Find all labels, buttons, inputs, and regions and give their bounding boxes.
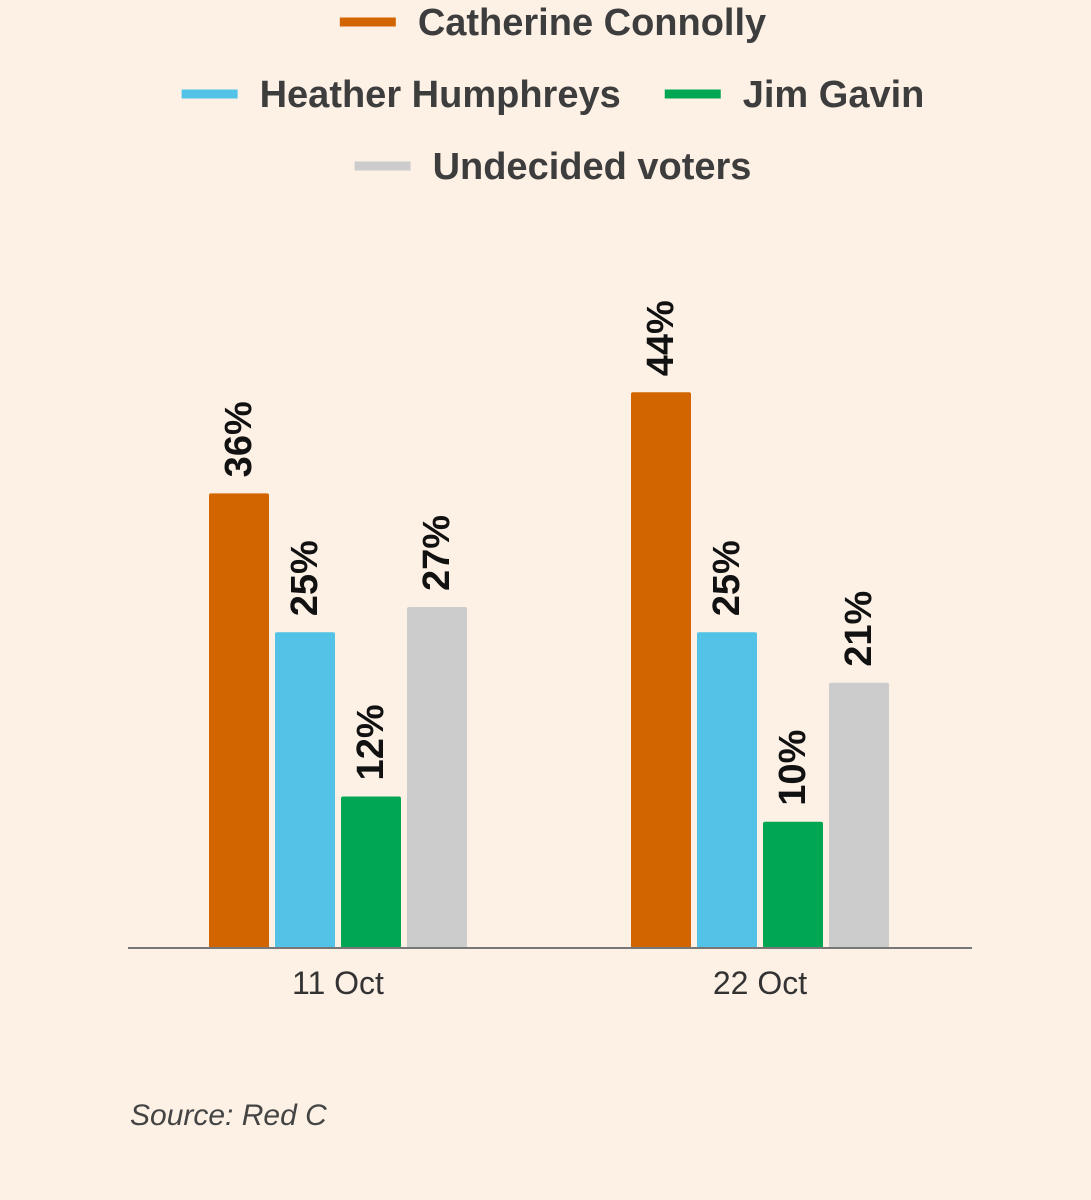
data-label-jim-gavin-11-oct: 12% (350, 704, 392, 780)
bar-undecided-voters-11-oct (407, 606, 467, 948)
legend-label-heather-humphreys: Heather Humphreys (260, 74, 621, 116)
legend-swatch-catherine-connolly (339, 17, 396, 27)
data-label-catherine-connolly-11-oct: 36% (218, 401, 260, 477)
bars-group: 36% 25% 12% 27% 44% 25% 10% 21% (209, 300, 889, 948)
legend-label-jim-gavin: Jim Gavin (743, 74, 925, 116)
legend-swatch-undecided-voters (354, 161, 411, 171)
bar-catherine-connolly-11-oct (209, 493, 269, 948)
data-label-undecided-voters-11-oct: 27% (416, 515, 458, 591)
bar-catherine-connolly-22-oct (631, 392, 691, 948)
x-axis-ticks: 11 Oct 22 Oct (292, 965, 807, 1001)
legend-swatch-jim-gavin (664, 89, 721, 99)
bar-jim-gavin-22-oct (763, 821, 823, 948)
bar-heather-humphreys-11-oct (275, 632, 335, 948)
data-label-undecided-voters-22-oct: 21% (838, 591, 880, 667)
legend: Catherine Connolly Heather Humphreys Jim G… (181, 2, 925, 188)
legend-label-undecided-voters: Undecided voters (433, 146, 752, 188)
bar-jim-gavin-11-oct (341, 796, 401, 948)
bar-heather-humphreys-22-oct (697, 632, 757, 948)
legend-label-catherine-connolly: Catherine Connolly (418, 2, 766, 44)
x-tick-label-22-oct: 22 Oct (713, 965, 807, 1001)
legend-swatch-heather-humphreys (181, 89, 238, 99)
bar-undecided-voters-22-oct (829, 682, 889, 948)
data-label-heather-humphreys-11-oct: 25% (284, 540, 326, 616)
data-label-catherine-connolly-22-oct: 44% (640, 300, 682, 376)
data-label-heather-humphreys-22-oct: 25% (706, 540, 748, 616)
x-tick-label-11-oct: 11 Oct (292, 965, 384, 1001)
source-note: Source: Red C (130, 1099, 327, 1132)
data-label-jim-gavin-22-oct: 10% (772, 730, 814, 806)
